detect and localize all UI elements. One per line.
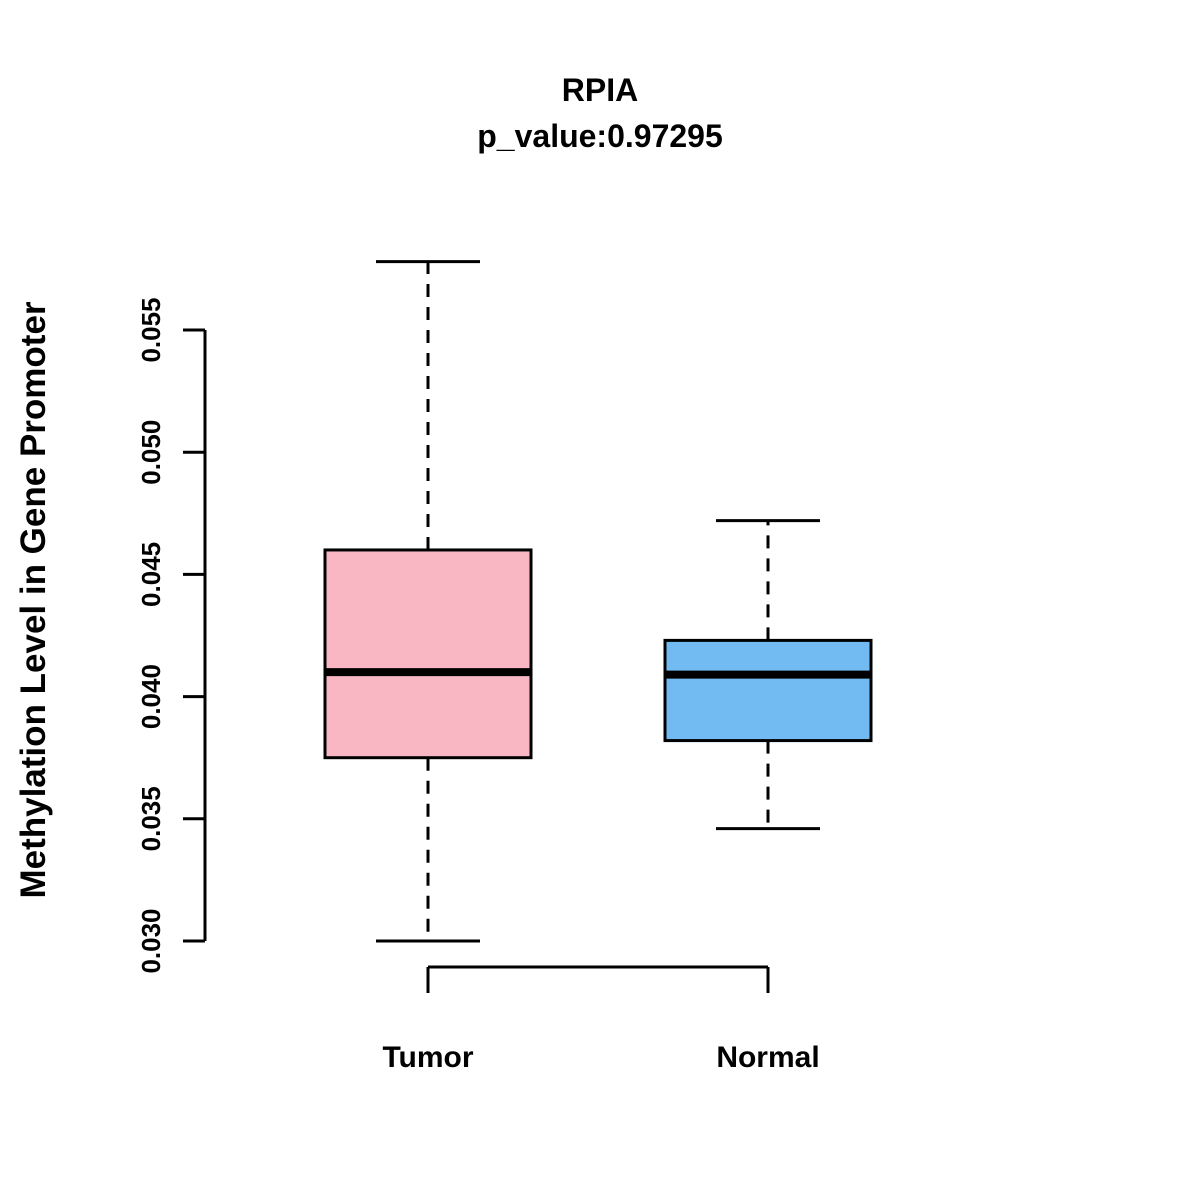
chart-title: RPIA <box>561 72 639 108</box>
box-tumor <box>323 548 533 760</box>
y-tick-label: 0.030 <box>136 908 166 973</box>
box-normal <box>663 638 873 743</box>
y-tick-label: 0.035 <box>136 786 166 851</box>
y-tick-label: 0.040 <box>136 664 166 729</box>
x-category-label-tumor: Tumor <box>382 1041 473 1074</box>
y-tick-label: 0.050 <box>136 420 166 485</box>
y-tick-label: 0.045 <box>136 542 166 607</box>
chart-subtitle: p_value:0.97295 <box>477 118 723 154</box>
x-category-label-normal: Normal <box>716 1041 819 1074</box>
y-tick-label: 0.055 <box>136 297 166 362</box>
